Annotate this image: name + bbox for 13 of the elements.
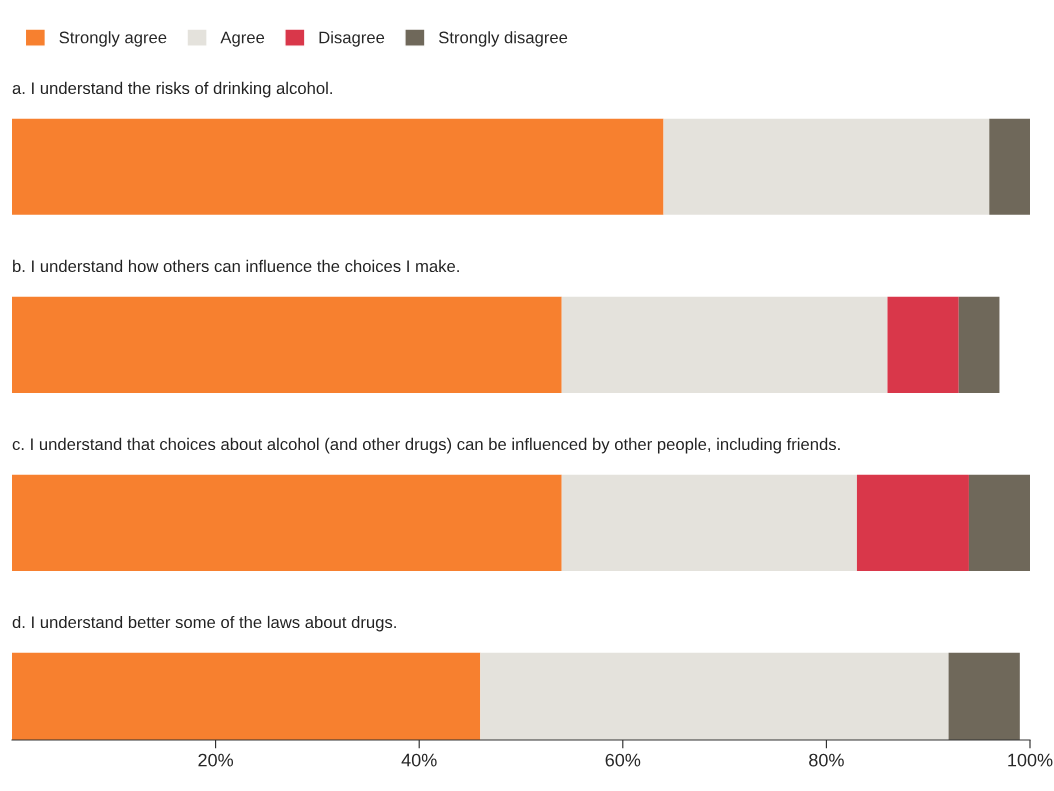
x-tick-label: 40%	[401, 753, 437, 767]
x-tick-label: 60%	[605, 753, 641, 767]
y-tick-label: a. I understand the risks of drinking alcohol.	[12, 81, 332, 98]
legend-label: Disagree	[319, 31, 385, 47]
legend-label: Strongly disagree	[438, 31, 568, 47]
y-tick-label: d. I understand better some of the laws about drugs.	[12, 615, 396, 632]
legend-label: Strongly agree	[59, 31, 167, 47]
y-tick-label: c. I understand that choices about alcohol (and other drugs) can be influenced by other people, including friends.	[12, 437, 840, 454]
x-tick-label: 100%	[1008, 753, 1053, 767]
legend-label: Agree	[220, 31, 265, 47]
x-tick-label: 20%	[198, 753, 234, 767]
x-tick-label: 80%	[809, 753, 844, 767]
y-tick-label: b. I understand how others can influence the choices I make.	[13, 259, 459, 273]
